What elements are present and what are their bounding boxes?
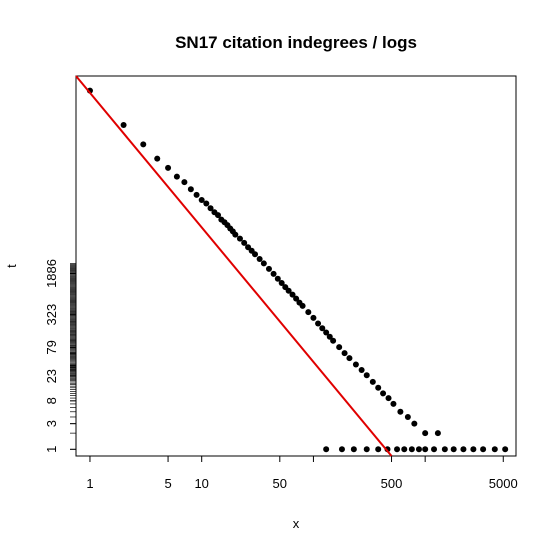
data-point: [394, 446, 401, 453]
data-point: [285, 287, 292, 294]
data-point: [363, 446, 370, 453]
data-point: [336, 344, 343, 351]
data-point: [431, 446, 438, 453]
x-axis-label: x: [293, 516, 300, 531]
data-point: [315, 320, 322, 327]
data-point: [299, 302, 306, 309]
data-point: [470, 446, 477, 453]
data-point: [422, 446, 429, 453]
data-point: [350, 446, 357, 453]
data-point: [270, 270, 277, 277]
data-point: [450, 446, 457, 453]
data-point: [319, 325, 326, 332]
data-point: [397, 408, 404, 415]
data-point: [341, 350, 348, 357]
data-point: [363, 372, 370, 379]
y-tick-label: 79: [44, 340, 59, 354]
data-point: [256, 256, 263, 263]
data-point: [193, 191, 200, 198]
data-point: [236, 235, 243, 242]
y-tick-label: 3: [44, 420, 59, 427]
y-axis-label: t: [4, 264, 19, 268]
data-point: [274, 275, 281, 282]
data-point: [278, 280, 285, 287]
data-point: [404, 413, 411, 420]
data-point: [460, 446, 467, 453]
data-point: [140, 141, 147, 148]
data-point: [232, 231, 239, 238]
data-point: [375, 446, 382, 453]
data-point: [491, 446, 498, 453]
data-point: [434, 430, 441, 437]
y-tick-label: 8: [44, 397, 59, 404]
fit-line: [75, 75, 393, 457]
data-point: [289, 291, 296, 298]
data-point: [502, 446, 509, 453]
y-tick-label: 1: [44, 446, 59, 453]
data-point: [323, 329, 330, 336]
x-tick-label: 1: [86, 476, 93, 491]
data-point: [415, 446, 422, 453]
y-tick-label: 1886: [44, 259, 59, 288]
data-point: [401, 446, 408, 453]
data-point: [207, 205, 214, 212]
data-point: [375, 384, 382, 391]
y-axis: 1 3 8 23 79 323 1886: [44, 259, 76, 453]
data-point: [310, 314, 317, 321]
data-point: [358, 367, 365, 374]
data-point: [198, 197, 205, 204]
data-point: [154, 155, 161, 162]
data-point: [265, 265, 272, 272]
data-point: [181, 179, 188, 186]
data-point: [441, 446, 448, 453]
data-point: [323, 446, 330, 453]
data-point: [346, 355, 353, 362]
data-point: [380, 390, 387, 397]
data-point: [173, 173, 180, 180]
x-tick-label: 50: [273, 476, 287, 491]
data-point: [305, 309, 312, 316]
data-point: [293, 295, 300, 302]
data-point: [241, 239, 248, 246]
data-point: [252, 251, 259, 258]
data-point: [369, 378, 376, 385]
data-point: [203, 200, 210, 207]
data-point: [408, 446, 415, 453]
data-point: [260, 260, 267, 267]
data-point: [165, 164, 172, 171]
data-point: [120, 122, 127, 129]
data-point: [411, 420, 418, 427]
data-point: [480, 446, 487, 453]
data-point: [215, 212, 222, 219]
x-tick-label: 10: [194, 476, 208, 491]
y-tick-label: 23: [44, 369, 59, 383]
data-point: [326, 333, 333, 340]
data-point: [338, 446, 345, 453]
data-point: [187, 186, 194, 193]
x-tick-label: 500: [381, 476, 403, 491]
data-point: [422, 430, 429, 437]
data-point: [352, 361, 359, 368]
x-axis: 1 5 10 50 500 5000: [86, 456, 518, 491]
x-tick-label: 5000: [489, 476, 518, 491]
x-tick-label: 5: [164, 476, 171, 491]
y-tick-label: 323: [44, 304, 59, 326]
plot-frame: [75, 75, 517, 457]
chart-title: SN17 citation indegrees / logs: [175, 33, 417, 52]
data-point: [390, 400, 397, 407]
data-points: [86, 87, 509, 453]
data-point: [330, 337, 337, 344]
data-point: [385, 395, 392, 402]
